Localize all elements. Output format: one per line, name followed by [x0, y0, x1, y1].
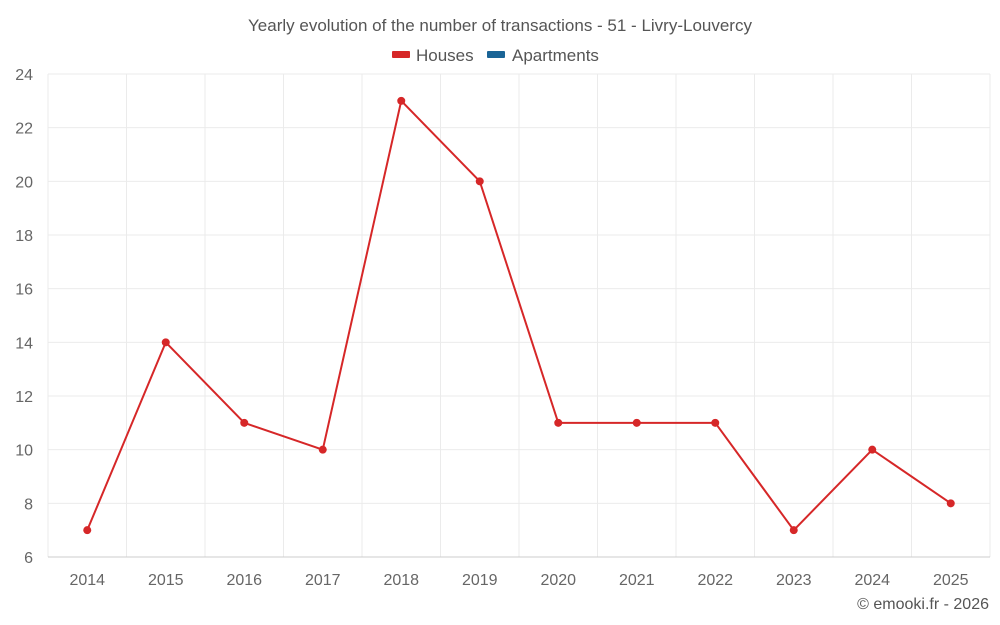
legend-label-houses: Houses [416, 46, 474, 65]
data-point-houses-2016[interactable] [240, 418, 249, 427]
data-point-houses-2017[interactable] [318, 445, 327, 454]
x-tick-label-2020: 2020 [540, 572, 576, 589]
x-tick-label-2021: 2021 [619, 572, 655, 589]
series-line-houses [86, 99, 952, 532]
x-axis-ticks: 2014 2015 2016 2017 2018 2019 2020 2021 2022 2023… [69, 572, 968, 589]
legend: Houses Apartments [392, 46, 599, 65]
x-tick-label-2014: 2014 [69, 572, 105, 589]
legend-swatch-apartments [487, 51, 505, 58]
x-tick-label-2019: 2019 [462, 572, 498, 589]
data-point-houses-2021[interactable] [632, 418, 641, 427]
data-point-houses-2020[interactable] [554, 418, 563, 427]
data-point-houses-2022[interactable] [711, 418, 720, 427]
y-tick-label-18: 18 [15, 228, 33, 245]
legend-label-apartments: Apartments [512, 46, 599, 65]
data-point-houses-2024[interactable] [868, 445, 877, 454]
y-tick-label-6: 6 [24, 550, 33, 567]
x-tick-label-2025: 2025 [933, 572, 969, 589]
x-tick-label-2022: 2022 [697, 572, 733, 589]
y-tick-label-24: 24 [15, 67, 33, 84]
legend-swatch-houses [392, 51, 410, 58]
x-tick-label-2024: 2024 [854, 572, 890, 589]
y-tick-label-22: 22 [15, 121, 33, 138]
data-point-houses-2018[interactable] [397, 96, 406, 105]
credit: © emooki.fr - 2026 [857, 596, 989, 613]
y-tick-label-10: 10 [15, 443, 33, 460]
y-tick-label-8: 8 [24, 496, 33, 513]
x-tick-label-2018: 2018 [383, 572, 419, 589]
data-point-houses-2023[interactable] [789, 526, 798, 535]
series-houses [83, 96, 955, 535]
grid [47, 73, 991, 557]
data-point-houses-2015[interactable] [161, 338, 170, 347]
x-tick-label-2016: 2016 [226, 572, 262, 589]
y-tick-label-16: 16 [15, 282, 33, 299]
chart-title: Yearly evolution of the number of transa… [248, 16, 752, 35]
data-point-houses-2014[interactable] [83, 526, 92, 535]
y-tick-label-12: 12 [15, 389, 33, 406]
data-point-houses-2025[interactable] [946, 499, 955, 508]
y-axis-ticks: 6 8 10 12 14 16 18 20 22 24 [15, 67, 33, 567]
y-tick-label-20: 20 [15, 174, 33, 191]
legend-item-houses[interactable]: Houses [392, 46, 474, 65]
x-tick-label-2015: 2015 [148, 572, 184, 589]
legend-item-apartments[interactable]: Apartments [487, 46, 599, 65]
y-tick-label-14: 14 [15, 335, 33, 352]
x-tick-label-2023: 2023 [776, 572, 812, 589]
data-point-houses-2019[interactable] [475, 177, 484, 186]
x-tick-label-2017: 2017 [305, 572, 341, 589]
